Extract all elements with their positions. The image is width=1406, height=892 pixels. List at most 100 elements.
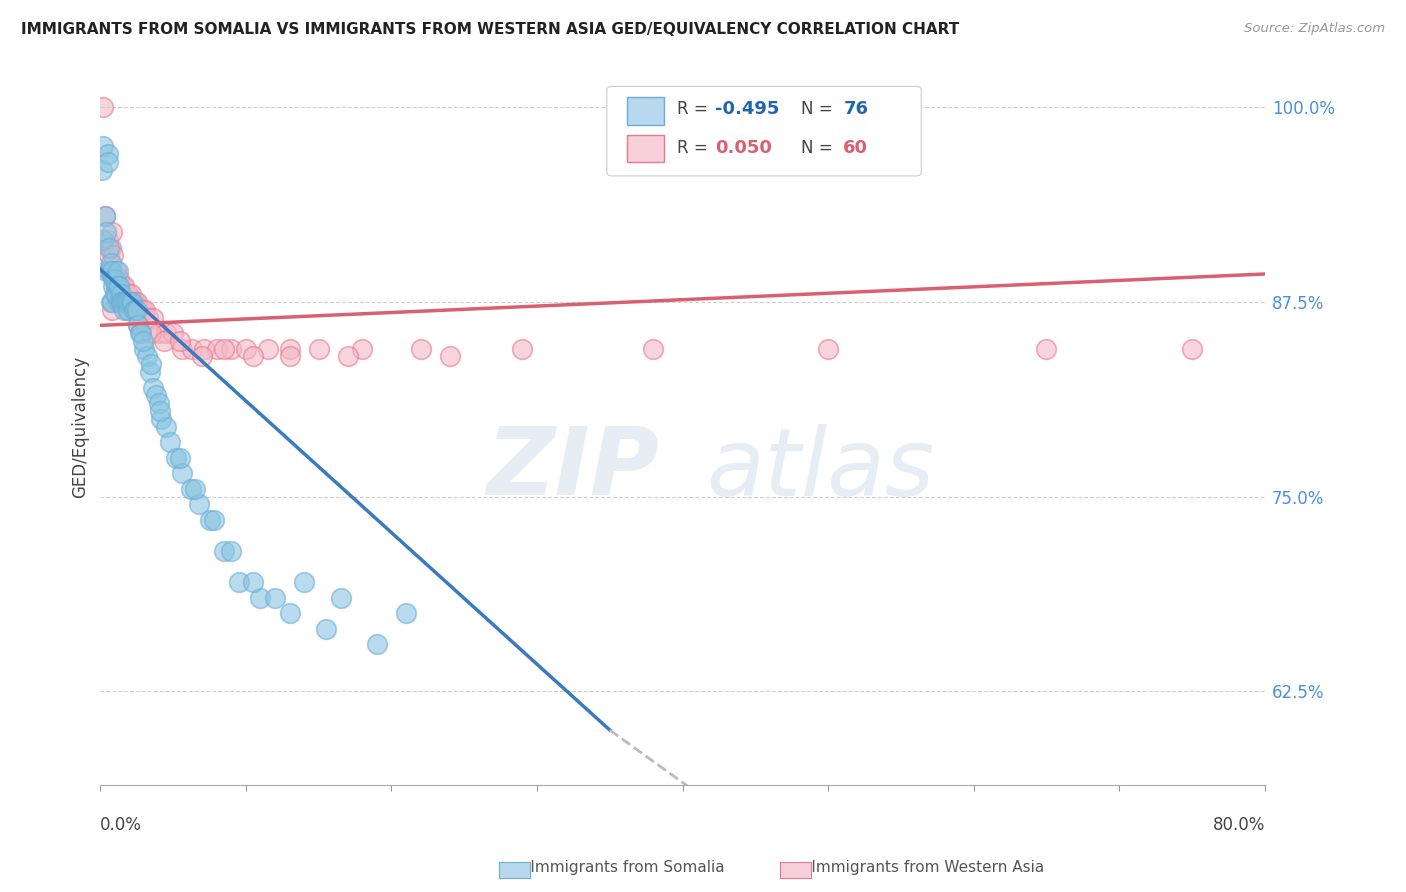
- Point: [104, 271, 127, 285]
- Point: [117, 302, 139, 317]
- Text: R =: R =: [676, 100, 713, 118]
- Point: [111, 295, 134, 310]
- Bar: [627, 97, 664, 125]
- Point: [115, 302, 138, 317]
- Point: [512, 342, 534, 356]
- Point: [93, 210, 115, 224]
- Point: [141, 326, 163, 340]
- Point: [165, 450, 187, 465]
- Text: 80.0%: 80.0%: [1212, 815, 1265, 834]
- Point: [170, 467, 193, 481]
- Point: [138, 310, 160, 325]
- Point: [292, 575, 315, 590]
- Point: [100, 295, 122, 310]
- Text: 0.050: 0.050: [716, 138, 772, 157]
- Point: [329, 591, 352, 605]
- Point: [125, 302, 148, 317]
- Point: [180, 482, 202, 496]
- Point: [118, 295, 141, 310]
- Point: [100, 256, 122, 270]
- Point: [103, 279, 125, 293]
- Point: [112, 295, 135, 310]
- Point: [128, 302, 150, 317]
- Point: [228, 575, 250, 590]
- Point: [122, 295, 145, 310]
- Point: [184, 482, 207, 496]
- Point: [205, 342, 228, 356]
- Point: [110, 295, 132, 310]
- Point: [643, 342, 665, 356]
- Point: [108, 295, 131, 310]
- Point: [128, 326, 150, 340]
- Point: [817, 342, 839, 356]
- Point: [221, 544, 243, 558]
- Point: [125, 295, 148, 310]
- Point: [105, 279, 128, 293]
- Point: [108, 279, 131, 293]
- Point: [104, 271, 127, 285]
- Point: [103, 248, 125, 262]
- Point: [170, 342, 193, 356]
- Point: [212, 544, 235, 558]
- Point: [308, 342, 330, 356]
- Point: [90, 162, 112, 177]
- Point: [124, 295, 146, 310]
- Text: N =: N =: [801, 138, 838, 157]
- Point: [188, 497, 211, 511]
- Point: [107, 279, 129, 293]
- Point: [153, 334, 176, 348]
- Point: [100, 264, 122, 278]
- Point: [127, 318, 149, 333]
- Point: [120, 287, 142, 301]
- Point: [101, 225, 124, 239]
- Point: [1181, 342, 1204, 356]
- Point: [96, 225, 118, 239]
- Point: [97, 155, 120, 169]
- Point: [105, 287, 128, 301]
- Point: [155, 419, 177, 434]
- Point: [103, 271, 125, 285]
- Point: [115, 287, 138, 301]
- Point: [264, 591, 287, 605]
- Text: ZIP: ZIP: [486, 424, 659, 516]
- Text: 76: 76: [844, 100, 869, 118]
- Point: [121, 295, 143, 310]
- Point: [145, 388, 167, 402]
- Text: Immigrants from Somalia: Immigrants from Somalia: [506, 861, 724, 875]
- Point: [104, 287, 127, 301]
- Point: [150, 411, 173, 425]
- Point: [221, 342, 243, 356]
- Point: [148, 326, 170, 340]
- Point: [155, 326, 177, 340]
- Point: [193, 342, 215, 356]
- Point: [202, 513, 225, 527]
- Point: [124, 302, 146, 317]
- Point: [439, 350, 461, 364]
- Point: [111, 295, 134, 310]
- Point: [278, 350, 301, 364]
- Point: [122, 302, 145, 317]
- Point: [181, 342, 204, 356]
- Point: [142, 381, 165, 395]
- Point: [97, 147, 120, 161]
- Point: [107, 279, 129, 293]
- Point: [169, 450, 191, 465]
- Point: [409, 342, 432, 356]
- Text: R =: R =: [676, 138, 713, 157]
- Point: [136, 350, 159, 364]
- Point: [117, 287, 139, 301]
- Text: Immigrants from Western Asia: Immigrants from Western Asia: [787, 861, 1045, 875]
- Point: [105, 264, 128, 278]
- Point: [111, 279, 134, 293]
- Point: [131, 302, 153, 317]
- Text: Source: ZipAtlas.com: Source: ZipAtlas.com: [1244, 22, 1385, 36]
- Point: [114, 295, 136, 310]
- Point: [191, 350, 214, 364]
- Point: [278, 607, 301, 621]
- Point: [91, 139, 114, 153]
- Point: [97, 233, 120, 247]
- Text: IMMIGRANTS FROM SOMALIA VS IMMIGRANTS FROM WESTERN ASIA GED/EQUIVALENCY CORRELAT: IMMIGRANTS FROM SOMALIA VS IMMIGRANTS FR…: [21, 22, 959, 37]
- Point: [91, 233, 114, 247]
- Point: [107, 264, 129, 278]
- Point: [366, 637, 388, 651]
